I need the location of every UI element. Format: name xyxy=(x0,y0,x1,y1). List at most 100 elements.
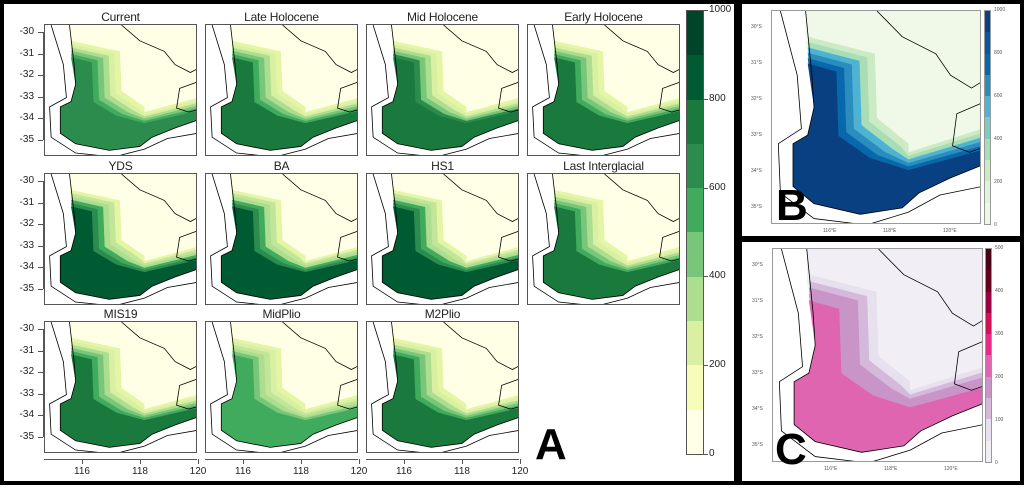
x-tick-mark xyxy=(520,459,521,464)
y-tick-label: 31°S xyxy=(751,60,762,66)
colorbar-segment xyxy=(687,232,703,277)
suitability-band xyxy=(543,57,679,151)
map-subplot xyxy=(205,24,358,156)
colorbar-tick-label: 200 xyxy=(709,359,726,371)
y-tick-label: -35 xyxy=(19,133,34,145)
suitability-band xyxy=(60,206,196,300)
shelf-outline xyxy=(210,25,357,155)
coastline xyxy=(381,174,518,300)
y-tick-mark xyxy=(38,53,43,55)
y-tick-mark xyxy=(38,267,43,268)
subplot-title: Current xyxy=(101,10,140,24)
y-tick-mark xyxy=(38,350,43,352)
map-canvas xyxy=(49,25,196,155)
y-tick-mark xyxy=(38,118,43,119)
map-canvas xyxy=(210,25,357,155)
colorbar-tick-label: 200 xyxy=(995,374,1004,380)
y-tick-mark xyxy=(38,181,43,182)
colorbar-tick-label: 100 xyxy=(995,417,1004,423)
coastline xyxy=(59,25,196,151)
colorbar-tick-label: 600 xyxy=(709,181,726,193)
colorbar-segment xyxy=(985,160,990,182)
colorbar-segment xyxy=(985,96,990,118)
x-tick-mark xyxy=(243,459,244,464)
x-tick-label: 120°E xyxy=(943,228,957,234)
y-tick-label: 34°S xyxy=(751,168,762,174)
x-tick-label: 116 xyxy=(74,466,90,477)
drainage-boundary xyxy=(443,25,518,113)
coastline xyxy=(59,174,196,300)
colorbar-segment xyxy=(687,55,703,100)
colorbar-tick-label: 800 xyxy=(994,50,1003,56)
colorbar-tick-label: 0 xyxy=(709,448,715,459)
x-tick-label: 118 xyxy=(454,466,470,477)
colorbar-segment xyxy=(687,276,703,322)
shelf-outline xyxy=(371,174,518,304)
colorbar-segment xyxy=(986,270,991,292)
colorbar-tick-label: 500 xyxy=(995,245,1004,251)
y-tick-label: -34 xyxy=(19,261,34,272)
drainage-boundary xyxy=(878,249,982,391)
y-tick-label: 34°S xyxy=(752,406,763,412)
suitability-band xyxy=(793,63,980,215)
colorbar-segment xyxy=(986,334,991,356)
map-canvas xyxy=(371,322,518,452)
y-tick-label: 33°S xyxy=(751,132,762,138)
colorbar-tick-label: 400 xyxy=(995,288,1004,294)
y-tick-mark xyxy=(38,329,43,330)
colorbar-segment xyxy=(985,11,990,33)
y-tick-label: -33 xyxy=(19,90,34,102)
y-tick-label: -33 xyxy=(19,387,34,399)
drainage-boundary xyxy=(282,25,357,113)
coastline xyxy=(220,25,357,151)
x-tick-label: 120 xyxy=(511,466,529,477)
colorbar-tick-label: 400 xyxy=(994,136,1003,142)
y-tick-label: -32 xyxy=(19,218,34,229)
colorbar-segment xyxy=(986,376,991,399)
x-tick-mark xyxy=(301,459,302,464)
subplot-title: HS1 xyxy=(431,159,454,173)
y-tick-label: -30 xyxy=(19,26,34,37)
drainage-boundary xyxy=(604,25,679,113)
y-tick-label: -30 xyxy=(19,175,34,186)
subplot-title: BA xyxy=(273,159,290,173)
shelf-outline xyxy=(49,25,196,155)
y-tick-mark xyxy=(38,436,43,438)
map-canvas xyxy=(371,174,518,304)
suitability-band xyxy=(221,57,357,151)
drainage-boundary xyxy=(443,322,518,410)
colorbar-segment xyxy=(687,99,703,144)
colorbar-segment xyxy=(986,291,991,313)
x-tick-mark xyxy=(404,459,405,464)
suitability-band xyxy=(382,57,518,151)
map-subplot xyxy=(205,173,358,305)
map-subplot xyxy=(366,24,519,156)
colorbar-segment xyxy=(986,249,991,271)
colorbar-segment xyxy=(986,419,991,441)
x-tick-mark xyxy=(140,459,141,464)
x-tick-mark xyxy=(198,459,199,464)
colorbar-tick-label: 200 xyxy=(994,179,1003,185)
x-axis-line xyxy=(205,459,358,460)
map-subplot xyxy=(44,24,197,156)
suitability-band xyxy=(221,354,357,448)
y-tick-mark xyxy=(38,96,43,98)
coastline xyxy=(220,322,357,448)
coastline xyxy=(793,249,982,453)
y-tick-label: -34 xyxy=(19,409,34,420)
shelf-outline xyxy=(371,322,518,452)
shelf-outline xyxy=(49,174,196,304)
shelf-outline xyxy=(210,174,357,304)
colorbar-tick-label: 800 xyxy=(709,92,726,104)
map-subplot xyxy=(366,321,519,453)
suitability-band xyxy=(382,206,518,300)
y-tick-label: 35°S xyxy=(752,442,763,448)
x-tick-label: 116°E xyxy=(824,466,838,472)
colorbar-segment xyxy=(687,321,703,366)
x-tick-mark xyxy=(359,459,360,464)
colorbar-tick xyxy=(704,276,708,278)
colorbar xyxy=(686,10,704,455)
colorbar-tick-label: 400 xyxy=(709,270,726,282)
drainage-boundary xyxy=(876,11,980,153)
map-canvas xyxy=(532,25,679,155)
